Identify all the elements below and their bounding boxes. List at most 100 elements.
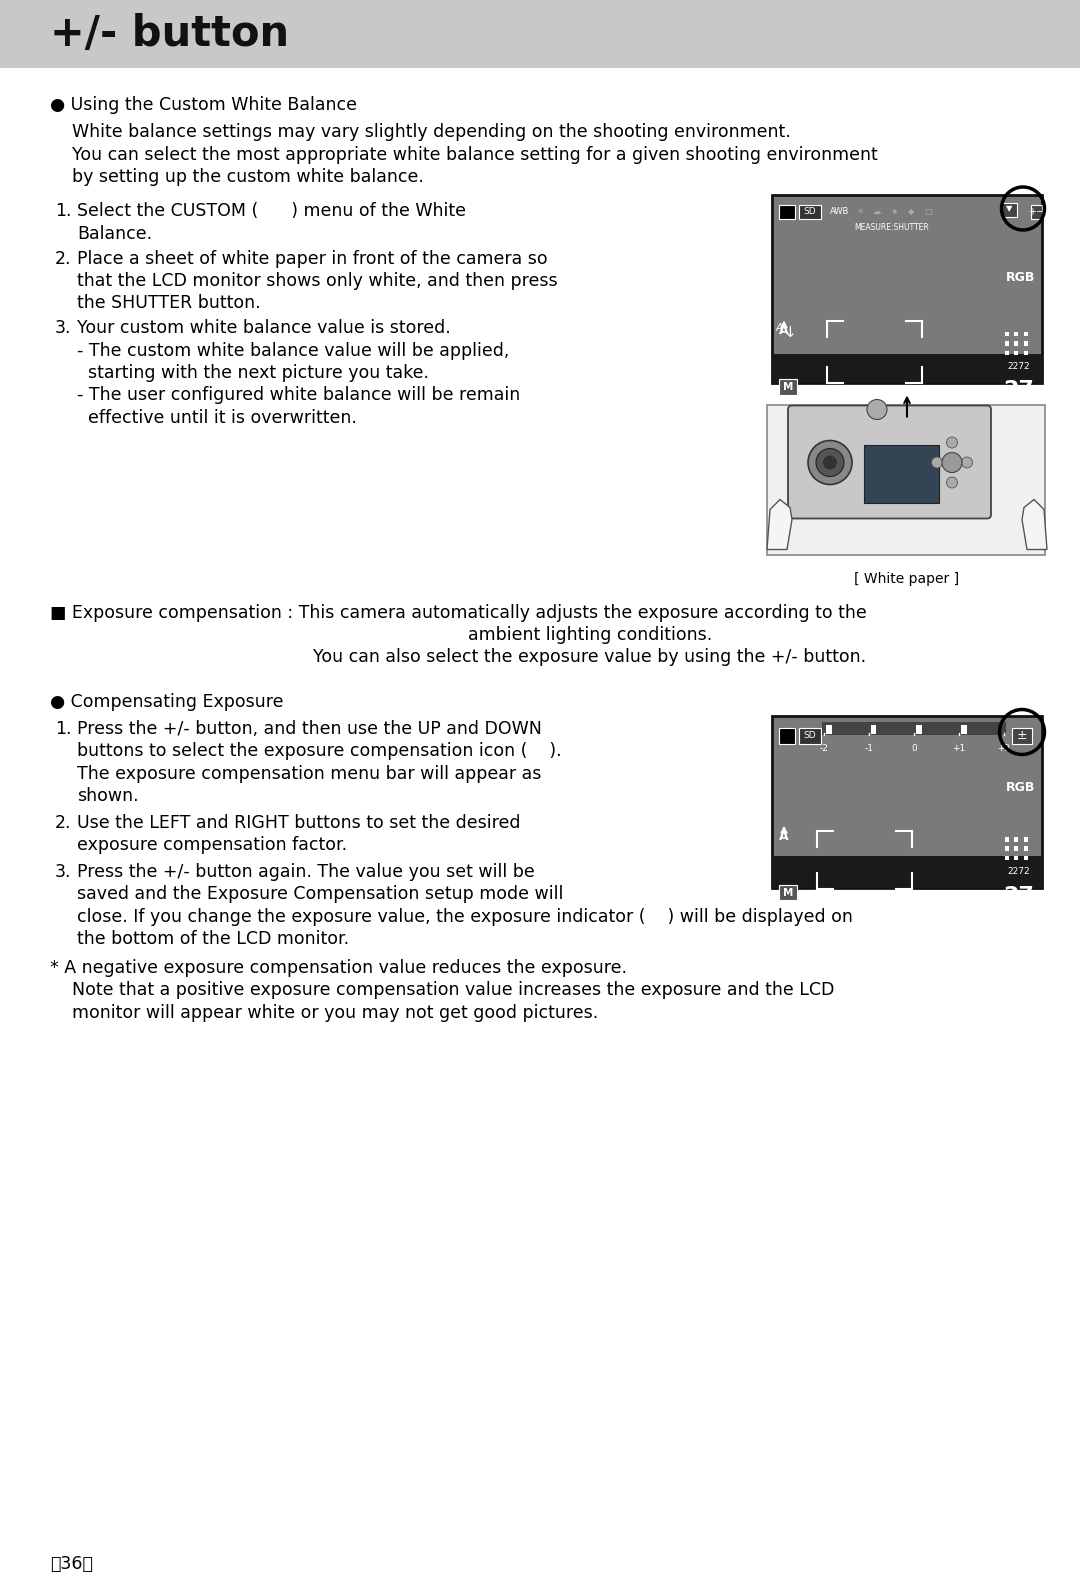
Text: buttons to select the exposure compensation icon (    ).: buttons to select the exposure compensat… — [77, 742, 562, 761]
Text: Your custom white balance value is stored.: Your custom white balance value is store… — [77, 319, 450, 338]
Text: - The custom white balance value will be applied,: - The custom white balance value will be… — [77, 341, 510, 360]
Bar — [1002, 203, 1016, 217]
Bar — [1024, 856, 1028, 861]
Bar — [827, 385, 912, 395]
Text: SD: SD — [804, 731, 816, 740]
Bar — [1014, 341, 1018, 346]
Bar — [1014, 350, 1018, 355]
Polygon shape — [1022, 499, 1047, 550]
Text: * A negative exposure compensation value reduces the exposure.: * A negative exposure compensation value… — [50, 959, 627, 976]
Bar — [1024, 341, 1028, 346]
Bar — [772, 856, 1042, 888]
Text: Use the LEFT and RIGHT buttons to set the desired: Use the LEFT and RIGHT buttons to set th… — [77, 815, 521, 832]
Text: MEASURE:SHUTTER: MEASURE:SHUTTER — [854, 223, 930, 231]
Bar — [767, 404, 1045, 555]
Circle shape — [931, 456, 943, 468]
Bar — [779, 204, 795, 219]
Text: 27: 27 — [1003, 886, 1034, 907]
Circle shape — [816, 449, 843, 477]
Circle shape — [946, 477, 958, 488]
Bar — [801, 891, 821, 900]
Text: - The user configured white balance will be remain: - The user configured white balance will… — [77, 387, 521, 404]
Text: 0: 0 — [912, 745, 917, 753]
Polygon shape — [767, 499, 792, 550]
Text: 2272: 2272 — [1008, 361, 1030, 371]
Text: Place a sheet of white paper in front of the camera so: Place a sheet of white paper in front of… — [77, 249, 548, 268]
Text: 3.: 3. — [55, 862, 71, 881]
Text: RGB: RGB — [1005, 271, 1035, 284]
Bar — [864, 444, 939, 502]
Bar — [826, 726, 832, 734]
Text: close. If you change the exposure value, the exposure indicator (    ) will be d: close. If you change the exposure value,… — [77, 908, 853, 926]
Bar — [1030, 204, 1042, 219]
Bar — [779, 379, 797, 395]
Text: M: M — [783, 382, 793, 391]
Text: The exposure compensation menu bar will appear as: The exposure compensation menu bar will … — [77, 766, 541, 783]
FancyBboxPatch shape — [788, 406, 991, 518]
Bar — [772, 864, 1042, 888]
Text: +−: +− — [1028, 206, 1044, 217]
Bar — [1004, 341, 1009, 346]
Text: -2: -2 — [820, 745, 828, 753]
Bar — [821, 387, 823, 391]
Text: -1: -1 — [864, 745, 874, 753]
Text: A: A — [779, 829, 788, 843]
Bar — [961, 726, 967, 734]
Text: □: □ — [924, 208, 932, 216]
Bar — [772, 195, 1042, 382]
Text: 3.: 3. — [55, 319, 71, 338]
Text: 27: 27 — [1003, 380, 1034, 401]
Bar — [801, 385, 821, 395]
Text: ◆: ◆ — [908, 208, 915, 216]
Text: M: M — [783, 888, 793, 897]
Text: ★: ★ — [890, 208, 897, 216]
Bar — [1004, 856, 1009, 861]
Text: ▼: ▼ — [1005, 204, 1012, 212]
Text: 1.: 1. — [55, 203, 71, 220]
Bar — [998, 864, 1040, 880]
Bar — [772, 716, 1042, 888]
Text: [ White paper ]: [ White paper ] — [854, 572, 959, 585]
Bar — [1004, 331, 1009, 336]
Text: ● Using the Custom White Balance: ● Using the Custom White Balance — [50, 97, 357, 114]
Bar — [998, 358, 1040, 374]
Bar — [772, 358, 1042, 382]
Text: 2272: 2272 — [1008, 867, 1030, 877]
Text: +2: +2 — [998, 745, 1011, 753]
Bar — [827, 891, 912, 900]
Text: +/- button: +/- button — [50, 13, 289, 55]
Text: 2.: 2. — [55, 249, 71, 268]
Text: A: A — [779, 323, 788, 338]
Circle shape — [946, 437, 958, 449]
Text: Press the +/- button, and then use the UP and DOWN: Press the +/- button, and then use the U… — [77, 720, 542, 739]
Bar — [1024, 846, 1028, 851]
Circle shape — [942, 452, 962, 472]
Text: Note that a positive exposure compensation value increases the exposure and the : Note that a positive exposure compensati… — [72, 981, 835, 1000]
Circle shape — [961, 456, 972, 468]
Text: monitor will appear white or you may not get good pictures.: monitor will appear white or you may not… — [72, 1003, 598, 1022]
Text: by setting up the custom white balance.: by setting up the custom white balance. — [72, 168, 423, 185]
Text: AWB: AWB — [831, 208, 849, 216]
Bar — [1024, 350, 1028, 355]
Bar — [799, 204, 821, 219]
Bar — [802, 891, 808, 899]
Bar — [1004, 837, 1009, 842]
Bar — [1024, 837, 1028, 842]
Text: ● Compensating Exposure: ● Compensating Exposure — [50, 693, 283, 712]
Bar — [821, 892, 823, 897]
Bar — [772, 353, 1042, 382]
Text: White balance settings may vary slightly depending on the shooting environment.: White balance settings may vary slightly… — [72, 124, 791, 141]
Bar — [828, 385, 897, 393]
Bar — [822, 723, 1005, 735]
Text: starting with the next picture you take.: starting with the next picture you take. — [77, 365, 429, 382]
Bar — [1024, 331, 1028, 336]
Circle shape — [823, 455, 837, 469]
Text: effective until it is overwritten.: effective until it is overwritten. — [77, 409, 356, 426]
Text: ±: ± — [1016, 729, 1027, 742]
Text: Press the +/- button again. The value you set will be: Press the +/- button again. The value yo… — [77, 862, 535, 881]
Text: ☁: ☁ — [873, 208, 881, 216]
Bar — [870, 726, 877, 734]
Text: ☀: ☀ — [856, 208, 864, 216]
Bar — [1014, 331, 1018, 336]
Text: the SHUTTER button.: the SHUTTER button. — [77, 295, 260, 312]
